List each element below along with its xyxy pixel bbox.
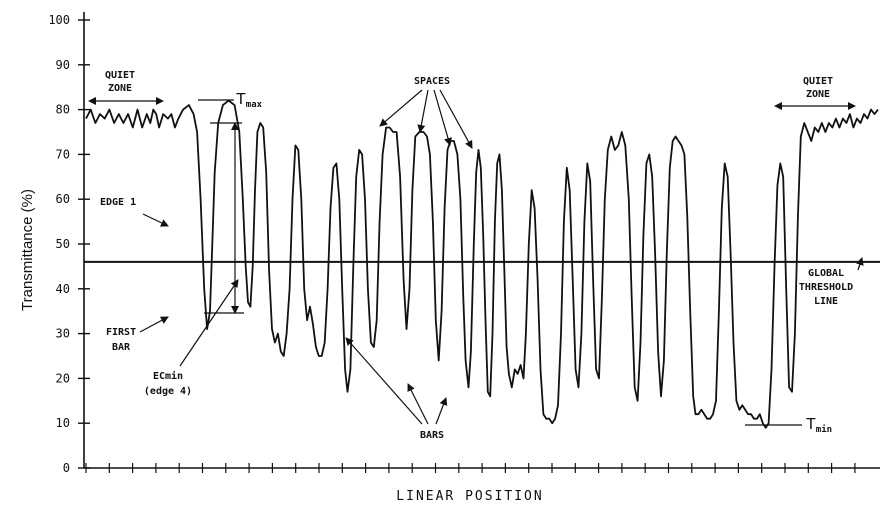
first-bar-label-2: BAR: [112, 342, 131, 353]
y-tick-label: 70: [56, 147, 70, 161]
y-tick-label: 90: [56, 58, 70, 72]
y-tick-label: 100: [48, 13, 70, 27]
bars-arrow-1: [345, 337, 423, 425]
y-tick-label: 10: [56, 416, 70, 430]
y-tick-label: 80: [56, 103, 70, 117]
tmax-label: Tmax: [236, 91, 263, 110]
spaces-arrow-1: [379, 89, 423, 127]
threshold-arrow: [855, 257, 864, 271]
bars-arrow-3: [435, 397, 448, 425]
tmin-main: T: [806, 416, 816, 433]
y-tick-label: 50: [56, 237, 70, 251]
first-bar-label-1: FIRST: [106, 327, 136, 338]
spaces-arrow-2: [417, 89, 429, 133]
quiet-zone-right-label-1: QUIET: [803, 76, 833, 87]
ecmin-arrow: [179, 279, 239, 367]
quiet-zone-left-label-1: QUIET: [105, 70, 135, 81]
y-tick-label: 0: [63, 461, 70, 475]
ecmin-label-1: ECmin: [153, 370, 183, 382]
bars-label: BARS: [420, 430, 444, 441]
tmin-sub: min: [816, 424, 832, 435]
edge1-label: EDGE 1: [100, 197, 136, 208]
x-ticks: [85, 463, 856, 473]
y-tick-label: 60: [56, 192, 70, 206]
tmax-sub: max: [246, 100, 263, 110]
spaces-label: SPACES: [414, 76, 450, 87]
bars-arrow-2: [407, 383, 429, 425]
spaces-arrow-3: [433, 89, 452, 146]
threshold-label-1: GLOBAL: [808, 268, 844, 279]
threshold-label-2: THRESHOLD: [799, 282, 853, 293]
y-tick-label: 30: [56, 327, 70, 341]
transmittance-trace: [85, 99, 879, 429]
spaces-arrow-4: [439, 89, 473, 149]
x-axis-title: LINEAR POSITION: [396, 489, 543, 504]
y-ticks: 0 10 20 30 40 50 60 70 80 90 100: [48, 13, 90, 475]
tmax-main: T: [236, 91, 246, 108]
annotations: QUIET ZONE QUIET ZONE Tmax Tmin SPACES E…: [88, 70, 864, 441]
edge1-arrow: [142, 213, 169, 227]
first-bar-arrow: [139, 316, 169, 333]
threshold-label-3: LINE: [814, 296, 838, 307]
y-tick-label: 20: [56, 371, 70, 385]
ecmin-label-2: (edge 4): [144, 386, 192, 397]
y-axis-title: Transmittance (%): [19, 189, 36, 311]
tmin-label: Tmin: [806, 416, 832, 435]
quiet-zone-left-label-2: ZONE: [108, 83, 132, 94]
quiet-zone-right-label-2: ZONE: [806, 89, 830, 100]
y-tick-label: 40: [56, 282, 70, 296]
